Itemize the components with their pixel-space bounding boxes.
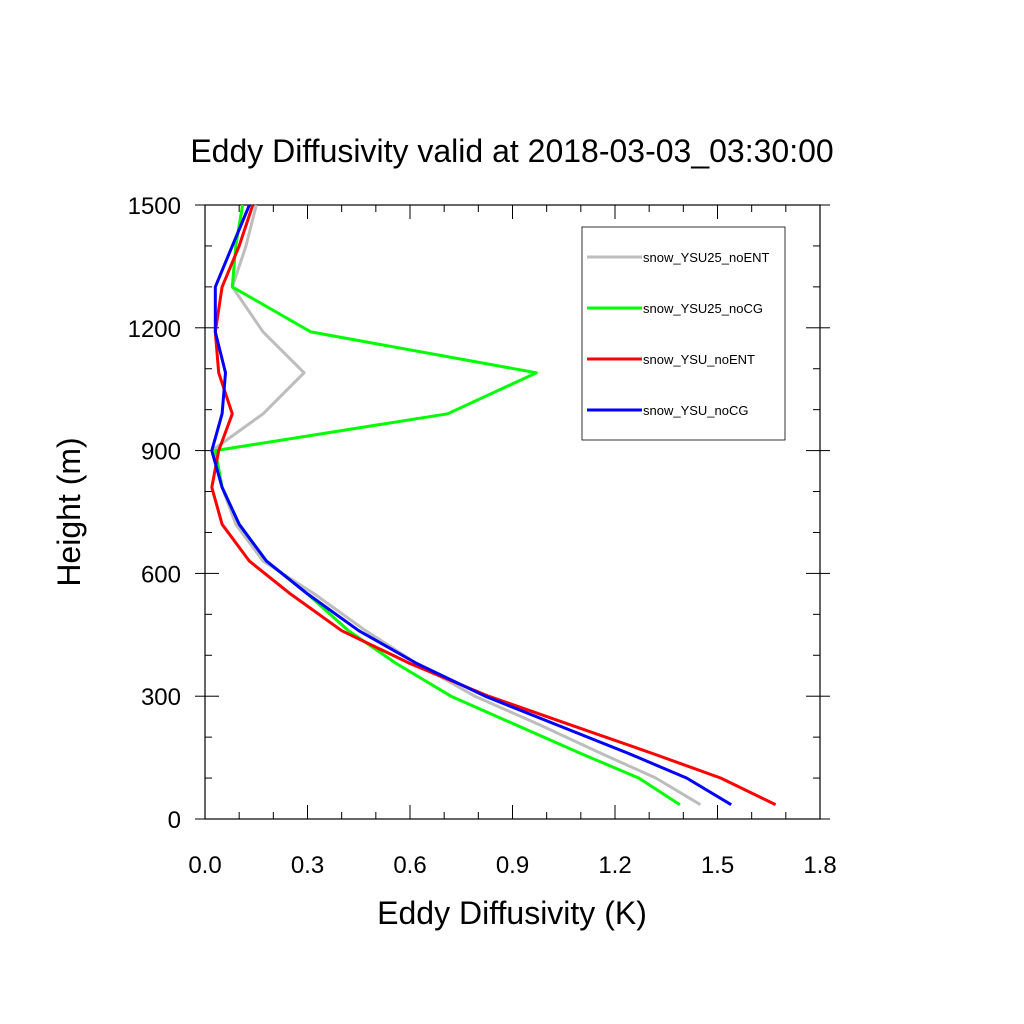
legend-box [581,226,786,441]
y-tick-label: 600 [141,561,181,588]
x-tick-label: 1.5 [701,852,734,879]
series-line-snow_YSU_noCG [210,204,732,806]
legend-label: snow_YSU25_noENT [643,250,770,265]
chart-title: Eddy Diffusivity valid at 2018-03-03_03:… [190,133,833,169]
series-lines [210,204,777,807]
x-tick-label: 0.3 [291,852,324,879]
y-tick-label: 1200 [128,316,181,343]
x-tick-label: 0.6 [393,852,426,879]
x-tick-label: 0.9 [496,852,529,879]
y-tick-label: 0 [168,807,181,834]
legend: snow_YSU25_noENT snow_YSU25_noCG snow_YSU_… [581,226,786,441]
series-line-snow_YSU25_noENT [210,204,702,806]
y-axis-title: Height (m) [51,437,87,586]
x-tick-label: 1.8 [803,852,836,879]
y-tick-label: 300 [141,684,181,711]
legend-label: snow_YSU_noENT [643,352,755,367]
legend-label: snow_YSU_noCG [643,403,749,418]
legend-label: snow_YSU25_noCG [643,301,763,316]
x-axis-title: Eddy Diffusivity (K) [377,895,647,931]
y-axis: 0 300 600 900 1200 1500 [128,193,830,834]
y-tick-label: 1500 [128,193,181,220]
y-tick-label: 900 [141,439,181,466]
x-axis: 0.0 0.3 0.6 0.9 1.2 1.5 1.8 [188,205,837,879]
x-tick-label: 1.2 [598,852,631,879]
x-tick-label: 0.0 [188,852,221,879]
